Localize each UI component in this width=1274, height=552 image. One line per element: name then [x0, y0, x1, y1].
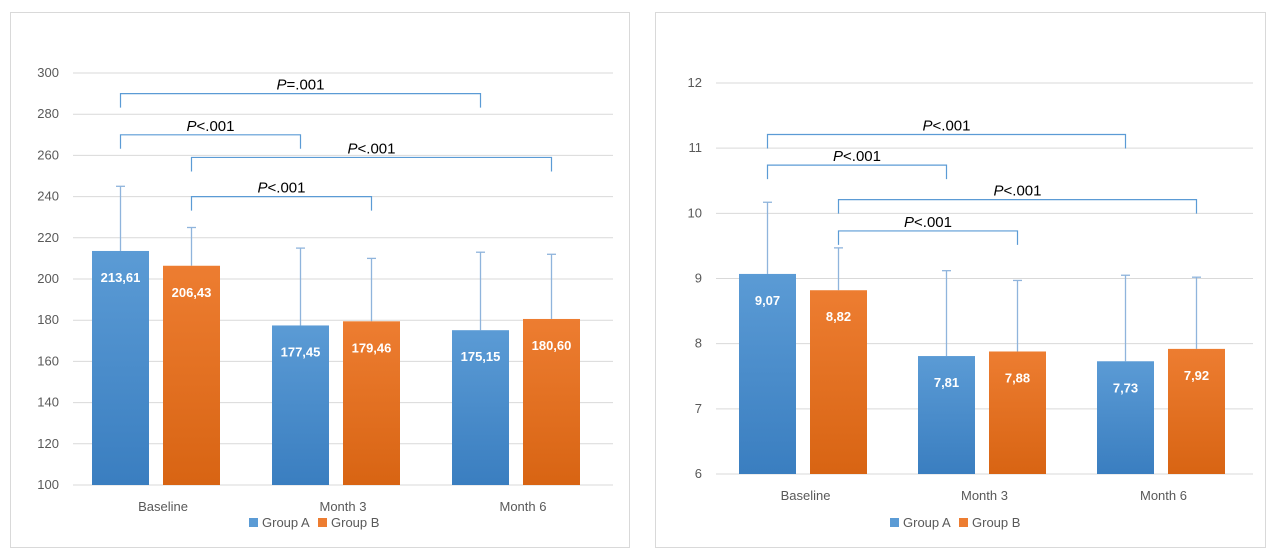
- L-data-label: 177,45: [281, 344, 321, 359]
- R-category-label: Month 6: [1140, 488, 1187, 503]
- R-category-label: Baseline: [781, 488, 831, 503]
- chart-left: 100 120 140 160 180 200 220 240 260 280 300 213,61 1…: [37, 65, 613, 530]
- L-bar-group-a: [452, 330, 509, 485]
- L-y-tick-label: 260: [37, 147, 59, 162]
- R-p-value-label: P<.001: [994, 183, 1042, 200]
- L-legend-label: Group B: [331, 515, 379, 530]
- L-bar-group-b: [523, 318, 580, 485]
- L-p-value-italic: P: [277, 77, 287, 94]
- L-bar-group-b: [163, 265, 220, 485]
- R-p-value-text: <.001: [843, 148, 881, 165]
- R-p-value-label: P<.001: [923, 117, 971, 134]
- R-data-label: 7,88: [1005, 370, 1030, 385]
- R-data-label: 7,73: [1113, 380, 1138, 395]
- R-data-label: 7,92: [1184, 368, 1209, 383]
- R-data-label: 8,82: [826, 309, 851, 324]
- L-p-value-label: P=.001: [277, 77, 325, 94]
- L-p-value-italic: P: [258, 180, 268, 197]
- R-p-value-italic: P: [994, 183, 1004, 200]
- R-p-value-label: P<.001: [833, 148, 881, 165]
- L-data-label: 175,15: [461, 349, 501, 364]
- L-significance-bracket: [190, 196, 373, 211]
- L-y-tick-label: 300: [37, 65, 59, 80]
- R-p-value-italic: P: [904, 214, 914, 231]
- L-p-value-text: <.001: [197, 118, 235, 135]
- L-legend-swatch-group-a: [249, 518, 258, 527]
- L-p-value-text: <.001: [268, 180, 306, 197]
- R-y-tick-label: 6: [695, 466, 702, 481]
- chart-panel-left: 100 120 140 160 180 200 220 240 260 280 300 213,61 1…: [10, 12, 630, 548]
- R-y-tick-label: 10: [688, 205, 702, 220]
- L-y-tick-label: 140: [37, 395, 59, 410]
- L-significance-bracket: [190, 156, 553, 172]
- L-p-value-label: P<.001: [348, 140, 396, 157]
- R-bar-group-b: [810, 290, 867, 474]
- R-significance-bracket: [837, 199, 1198, 214]
- R-data-label: 9,07: [755, 293, 780, 308]
- L-y-tick-label: 100: [37, 477, 59, 492]
- L-y-tick-label: 200: [37, 271, 59, 286]
- R-p-value-label: P<.001: [904, 214, 952, 231]
- L-y-tick-label: 240: [37, 189, 59, 204]
- R-p-value-italic: P: [923, 117, 933, 134]
- R-legend-label: Group B: [972, 515, 1020, 530]
- R-y-tick-label: 12: [688, 75, 702, 90]
- L-y-tick-label: 180: [37, 312, 59, 327]
- L-significance-bracket: [119, 134, 302, 149]
- R-data-label: 7,81: [934, 375, 959, 390]
- R-legend-swatch-group-a: [890, 518, 899, 527]
- L-y-tick-label: 280: [37, 106, 59, 121]
- R-bar-group-b: [989, 351, 1046, 474]
- R-p-value-text: <.001: [914, 214, 952, 231]
- R-y-tick-label: 11: [689, 140, 703, 155]
- R-y-tick-label: 8: [695, 336, 702, 351]
- R-bar-group-a: [739, 273, 796, 474]
- L-p-value-label: P<.001: [187, 118, 235, 135]
- L-bar-group-a: [272, 325, 329, 485]
- R-p-value-italic: P: [833, 148, 843, 165]
- R-y-tick-label: 7: [695, 401, 702, 416]
- L-data-label: 179,46: [352, 340, 392, 355]
- L-category-label: Month 6: [500, 499, 547, 514]
- R-bar-group-a: [1097, 361, 1154, 474]
- R-y-tick-label: 9: [695, 271, 702, 286]
- R-significance-bracket: [766, 164, 948, 180]
- R-p-value-text: <.001: [933, 117, 971, 134]
- L-p-value-text: <.001: [358, 140, 396, 157]
- R-significance-bracket: [766, 133, 1127, 149]
- R-significance-bracket: [837, 230, 1019, 245]
- L-bar-group-a: [92, 250, 149, 485]
- L-data-label: 213,61: [101, 270, 141, 285]
- R-category-label: Month 3: [961, 488, 1008, 503]
- R-p-value-text: <.001: [1004, 183, 1042, 200]
- L-legend-swatch-group-b: [318, 518, 327, 527]
- R-bar-group-b: [1168, 348, 1225, 474]
- L-data-label: 206,43: [172, 285, 212, 300]
- L-p-value-label: P<.001: [258, 180, 306, 197]
- L-y-tick-label: 220: [37, 230, 59, 245]
- L-data-label: 180,60: [532, 338, 572, 353]
- R-bar-group-a: [918, 356, 975, 474]
- L-p-value-italic: P: [348, 140, 358, 157]
- L-p-value-text: =.001: [287, 77, 325, 94]
- L-significance-bracket: [119, 93, 482, 108]
- L-category-label: Month 3: [320, 499, 367, 514]
- L-category-label: Baseline: [138, 499, 188, 514]
- L-legend-label: Group A: [262, 515, 310, 530]
- L-y-tick-label: 120: [37, 436, 59, 451]
- chart-panel-right: 6 7 8 9 10 11 12 9,07 7,81 7,73 8,82 7,88 7,92 Baseli…: [655, 12, 1266, 548]
- L-y-tick-label: 160: [37, 353, 59, 368]
- R-legend-swatch-group-b: [959, 518, 968, 527]
- chart-right: 6 7 8 9 10 11 12 9,07 7,81 7,73 8,82 7,88 7,92 Baseli…: [688, 75, 1253, 530]
- L-bar-group-b: [343, 321, 400, 485]
- L-p-value-italic: P: [187, 118, 197, 135]
- R-legend-label: Group A: [903, 515, 951, 530]
